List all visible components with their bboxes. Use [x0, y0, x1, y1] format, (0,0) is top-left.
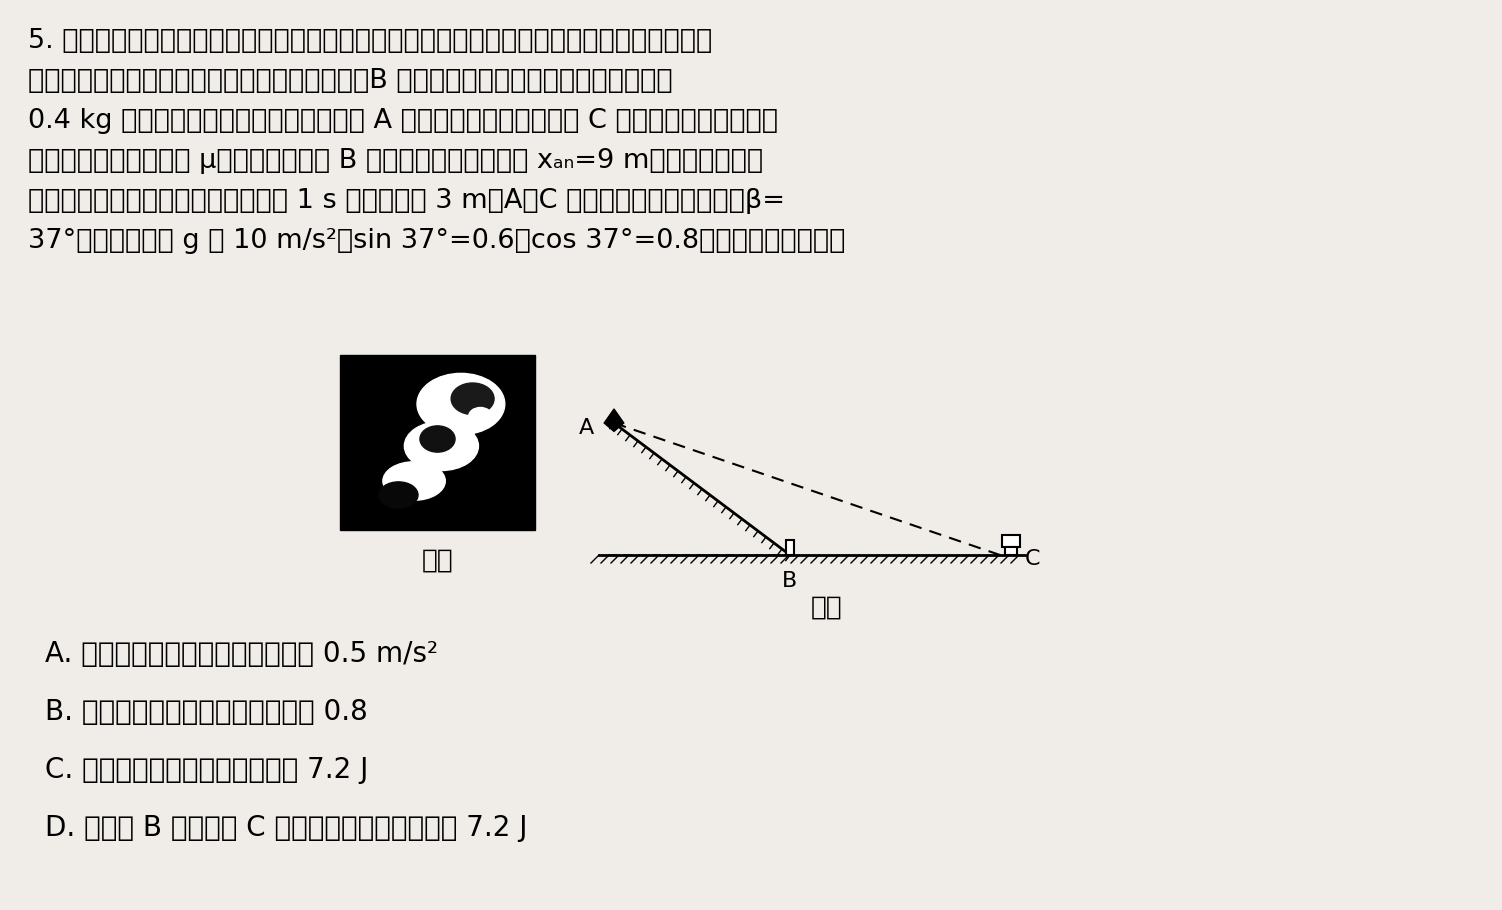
- Ellipse shape: [421, 426, 455, 452]
- Ellipse shape: [418, 373, 505, 435]
- Text: B. 物块与接触面间的动摩擦因数为 0.8: B. 物块与接触面间的动摩擦因数为 0.8: [45, 698, 368, 726]
- Text: 37°，重力加速度 g 取 10 m/s²，sin 37°=0.6，cos 37°=0.8，下列说法正确的是: 37°，重力加速度 g 取 10 m/s²，sin 37°=0.6，cos 37…: [29, 228, 846, 254]
- Text: 做匀加速直线运动的总时间的正中间 1 s 内的位移为 3 m，A、C 两点的连线与地面的夹角β=: 做匀加速直线运动的总时间的正中间 1 s 内的位移为 3 m，A、C 两点的连线…: [29, 188, 786, 214]
- Text: 图甲: 图甲: [422, 548, 454, 574]
- Ellipse shape: [451, 383, 494, 414]
- Text: C. 物块的重力势能的减少量小于 7.2 J: C. 物块的重力势能的减少量小于 7.2 J: [45, 756, 368, 784]
- Text: D. 物块从 B 点运动到 C 点，因摩擦产生的热量为 7.2 J: D. 物块从 B 点运动到 C 点，因摩擦产生的热量为 7.2 J: [45, 814, 527, 842]
- Text: 图乙: 图乙: [811, 595, 843, 621]
- Ellipse shape: [383, 461, 445, 501]
- Bar: [1002, 535, 1020, 547]
- Text: B: B: [783, 571, 798, 591]
- Text: 把运动中的一个片段简化为如图乙所示的模型。B 点是斜面与水平地面的连接处，质量为: 把运动中的一个片段简化为如图乙所示的模型。B 点是斜面与水平地面的连接处，质量为: [29, 68, 673, 94]
- Text: A: A: [578, 418, 593, 438]
- Text: 0.4 kg 的物块（可视为质点）从斜面上的 A 点由静止释放，最后停在 C 点。物块与斜面、地面: 0.4 kg 的物块（可视为质点）从斜面上的 A 点由静止释放，最后停在 C 点…: [29, 108, 778, 134]
- Text: 之间的动摩擦因数均为 μ。不计物块经过 B 点时的能量损失，已知 xₐₙ=9 m，物块在斜面上: 之间的动摩擦因数均为 μ。不计物块经过 B 点时的能量损失，已知 xₐₙ=9 m…: [29, 148, 763, 174]
- Ellipse shape: [469, 408, 493, 425]
- Ellipse shape: [379, 482, 418, 508]
- Text: C: C: [1024, 549, 1041, 569]
- Polygon shape: [604, 409, 623, 431]
- Ellipse shape: [404, 421, 479, 470]
- Text: 5. 冬奥会中有一项钉架雪车项目刺激有趣，其比赛照片如图甲所示，而为了研究方便我们可以: 5. 冬奥会中有一项钉架雪车项目刺激有趣，其比赛照片如图甲所示，而为了研究方便我…: [29, 28, 712, 54]
- Text: A. 物块沿斜面下滑的加速度大小为 0.5 m/s²: A. 物块沿斜面下滑的加速度大小为 0.5 m/s²: [45, 640, 439, 668]
- Bar: [339, 355, 535, 530]
- Bar: [1005, 547, 1017, 555]
- Bar: [786, 540, 795, 555]
